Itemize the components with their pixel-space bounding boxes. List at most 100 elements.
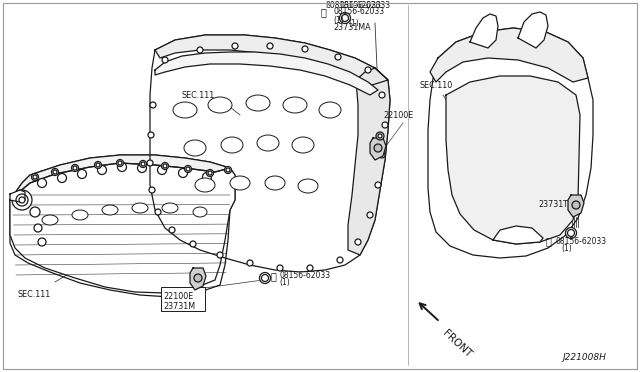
Circle shape (342, 15, 349, 22)
Circle shape (53, 170, 57, 174)
Circle shape (148, 132, 154, 138)
Circle shape (77, 170, 86, 179)
Circle shape (163, 164, 167, 168)
Polygon shape (155, 35, 388, 85)
Circle shape (30, 207, 40, 217)
Circle shape (267, 43, 273, 49)
Polygon shape (348, 68, 390, 255)
Text: Ⓑ: Ⓑ (271, 271, 277, 281)
Circle shape (149, 187, 155, 193)
Ellipse shape (42, 215, 58, 225)
Circle shape (197, 47, 203, 53)
Circle shape (337, 257, 343, 263)
Polygon shape (518, 12, 548, 48)
Polygon shape (10, 155, 230, 200)
Circle shape (169, 227, 175, 233)
Circle shape (96, 163, 100, 167)
Ellipse shape (221, 137, 243, 153)
Circle shape (259, 273, 271, 283)
Text: Ⓑ: Ⓑ (546, 236, 552, 246)
Circle shape (247, 260, 253, 266)
Text: Ⓑ: Ⓑ (320, 7, 326, 17)
Circle shape (58, 173, 67, 183)
Circle shape (190, 241, 196, 247)
Circle shape (207, 170, 214, 176)
Circle shape (375, 182, 381, 188)
Polygon shape (493, 226, 543, 244)
Circle shape (339, 13, 351, 23)
Circle shape (179, 169, 188, 177)
Circle shape (97, 166, 106, 174)
Circle shape (95, 161, 102, 169)
Circle shape (72, 164, 79, 171)
Ellipse shape (292, 137, 314, 153)
Circle shape (572, 201, 580, 209)
Circle shape (194, 274, 202, 282)
Circle shape (118, 163, 127, 171)
Circle shape (51, 169, 58, 176)
FancyBboxPatch shape (161, 287, 205, 311)
Text: (1): (1) (333, 16, 344, 25)
Circle shape (307, 265, 313, 271)
Circle shape (12, 190, 32, 210)
Ellipse shape (132, 203, 148, 213)
Circle shape (335, 54, 341, 60)
Text: 08156-62033: 08156-62033 (340, 1, 391, 10)
Text: 23731M: 23731M (163, 302, 195, 311)
Circle shape (232, 43, 238, 49)
Polygon shape (430, 28, 588, 82)
Circle shape (157, 166, 166, 174)
Circle shape (566, 228, 577, 238)
Circle shape (161, 163, 168, 170)
Circle shape (202, 173, 211, 182)
Text: (1): (1) (561, 244, 572, 253)
Circle shape (140, 160, 147, 167)
Text: 08156-62033: 08156-62033 (279, 272, 330, 280)
Circle shape (38, 179, 47, 187)
Text: FRONT: FRONT (441, 328, 474, 359)
Ellipse shape (184, 140, 206, 156)
Ellipse shape (257, 135, 279, 151)
Text: SEC.111: SEC.111 (18, 290, 51, 299)
Ellipse shape (102, 205, 118, 215)
Text: ß08156-62033: ß08156-62033 (325, 1, 381, 10)
Circle shape (378, 134, 382, 138)
Circle shape (150, 102, 156, 108)
Circle shape (184, 166, 191, 173)
Ellipse shape (298, 179, 318, 193)
Polygon shape (428, 28, 593, 258)
Text: 23731T: 23731T (538, 200, 568, 209)
Circle shape (16, 194, 28, 206)
Text: SEC.111: SEC.111 (182, 91, 215, 100)
Circle shape (155, 209, 161, 215)
Polygon shape (568, 195, 584, 217)
Text: (1): (1) (279, 279, 290, 288)
Circle shape (379, 152, 385, 158)
Circle shape (226, 168, 230, 172)
Text: 22100E: 22100E (163, 292, 193, 301)
Polygon shape (150, 35, 390, 272)
Text: (1): (1) (348, 19, 359, 28)
Circle shape (355, 239, 361, 245)
Text: 23731MA: 23731MA (333, 22, 371, 32)
Polygon shape (446, 76, 580, 244)
Polygon shape (470, 14, 498, 48)
Text: J221008H: J221008H (562, 353, 606, 362)
Ellipse shape (195, 178, 215, 192)
Circle shape (19, 197, 25, 203)
Polygon shape (10, 190, 25, 202)
Circle shape (225, 167, 232, 173)
Ellipse shape (246, 95, 270, 111)
Circle shape (141, 162, 145, 166)
Polygon shape (10, 163, 235, 293)
Circle shape (116, 160, 124, 167)
Circle shape (302, 46, 308, 52)
Circle shape (186, 167, 190, 171)
Circle shape (162, 57, 168, 63)
Polygon shape (10, 155, 235, 297)
Circle shape (379, 92, 385, 98)
Circle shape (367, 212, 373, 218)
Text: SEC.110: SEC.110 (420, 81, 453, 90)
Ellipse shape (193, 207, 207, 217)
Text: 22100E: 22100E (383, 111, 413, 120)
